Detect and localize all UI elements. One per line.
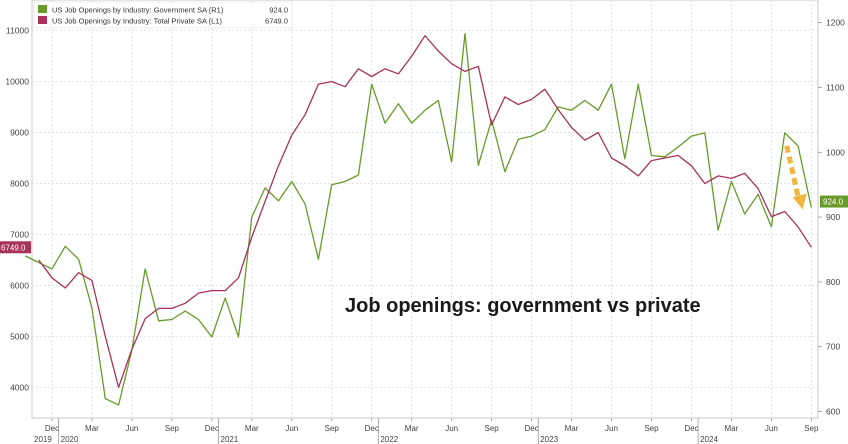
year-label: 2023 (540, 435, 558, 444)
left-tick-label: 9000 (10, 128, 29, 138)
left-tick-label: 6000 (10, 280, 29, 290)
chart-title: Job openings: government vs private (345, 295, 701, 317)
year-label: 2020 (61, 435, 79, 444)
x-tick-label: Mar (85, 424, 99, 433)
x-tick-label: Jun (285, 424, 298, 433)
x-tick-label: Mar (725, 424, 739, 433)
legend: US Job Openings by Industry: Government … (33, 1, 293, 29)
x-tick-label: Dec (365, 424, 379, 433)
left-tick-label: 5000 (10, 331, 29, 341)
x-tick-label: Sep (484, 424, 499, 433)
government-last-value: 924.0 (823, 198, 844, 207)
left-tick-label: 8000 (10, 179, 29, 189)
year-label: 2021 (221, 435, 239, 444)
series-lines (25, 33, 812, 406)
x-tick-label: Dec (205, 424, 219, 433)
right-tick-label: 700 (826, 342, 840, 352)
x-tick-label: Sep (165, 424, 180, 433)
x-tick-label: Jun (445, 424, 458, 433)
right-tick-label: 1200 (826, 18, 845, 28)
x-tick-label: Mar (565, 424, 579, 433)
left-tick-label: 10000 (5, 77, 29, 87)
last-value-labels: 924.0 6749.0 (0, 195, 848, 254)
legend-label-private: US Job Openings by Industry: Total Priva… (52, 17, 222, 26)
left-tick-label: 7000 (10, 229, 29, 239)
right-tick-label: 1100 (826, 82, 845, 92)
x-tick-label: Dec (524, 424, 538, 433)
x-tick-label: Sep (325, 424, 340, 433)
right-tick-label: 900 (826, 212, 840, 222)
legend-value-government: 924.0 (269, 6, 288, 15)
plot-frame (31, 0, 819, 419)
x-tick-label: Jun (125, 424, 138, 433)
right-axis-ticks: 600 700 800 900 1000 1100 1200 (818, 18, 845, 417)
x-tick-label: Jun (765, 424, 778, 433)
private-last-value-box (0, 241, 31, 254)
right-tick-label: 1000 (826, 147, 845, 157)
x-tick-label: Dec (684, 424, 698, 433)
x-tick-label: Mar (405, 424, 419, 433)
left-tick-label: 11000 (6, 26, 29, 36)
annotation-arrowhead (792, 193, 807, 210)
legend-box (33, 1, 293, 29)
x-tick-label: Dec (45, 424, 59, 433)
x-tick-label: Sep (644, 424, 659, 433)
private-series-line (38, 35, 812, 389)
year-label: 2022 (380, 435, 398, 444)
legend-swatch-private (38, 16, 47, 24)
year-label: 2024 (700, 435, 718, 444)
x-axis-ticks: Dec Mar Jun Sep Dec Mar Jun Sep Dec Mar Jun Sep Dec M… (34, 418, 819, 444)
x-tick-label: Jun (605, 424, 618, 433)
left-tick-label: 4000 (10, 382, 29, 392)
x-tick-label: Sep (804, 424, 819, 433)
government-last-value-box (820, 195, 848, 208)
legend-label-government: US Job Openings by Industry: Government … (52, 6, 224, 15)
legend-value-private: 6749.0 (265, 17, 288, 26)
government-series-line (25, 33, 812, 406)
private-last-value: 6749.0 (1, 243, 26, 252)
year-label: 2019 (34, 435, 52, 444)
legend-swatch-government (38, 5, 47, 13)
right-tick-label: 800 (826, 277, 840, 287)
annotation-arrow (784, 145, 807, 210)
left-axis-ticks: 4000 5000 6000 7000 8000 9000 10000 11000 (5, 26, 29, 393)
gridlines (32, 0, 818, 418)
right-tick-label: 600 (826, 407, 840, 417)
x-tick-label: Mar (245, 424, 259, 433)
annotation-dashed-line (784, 145, 802, 200)
